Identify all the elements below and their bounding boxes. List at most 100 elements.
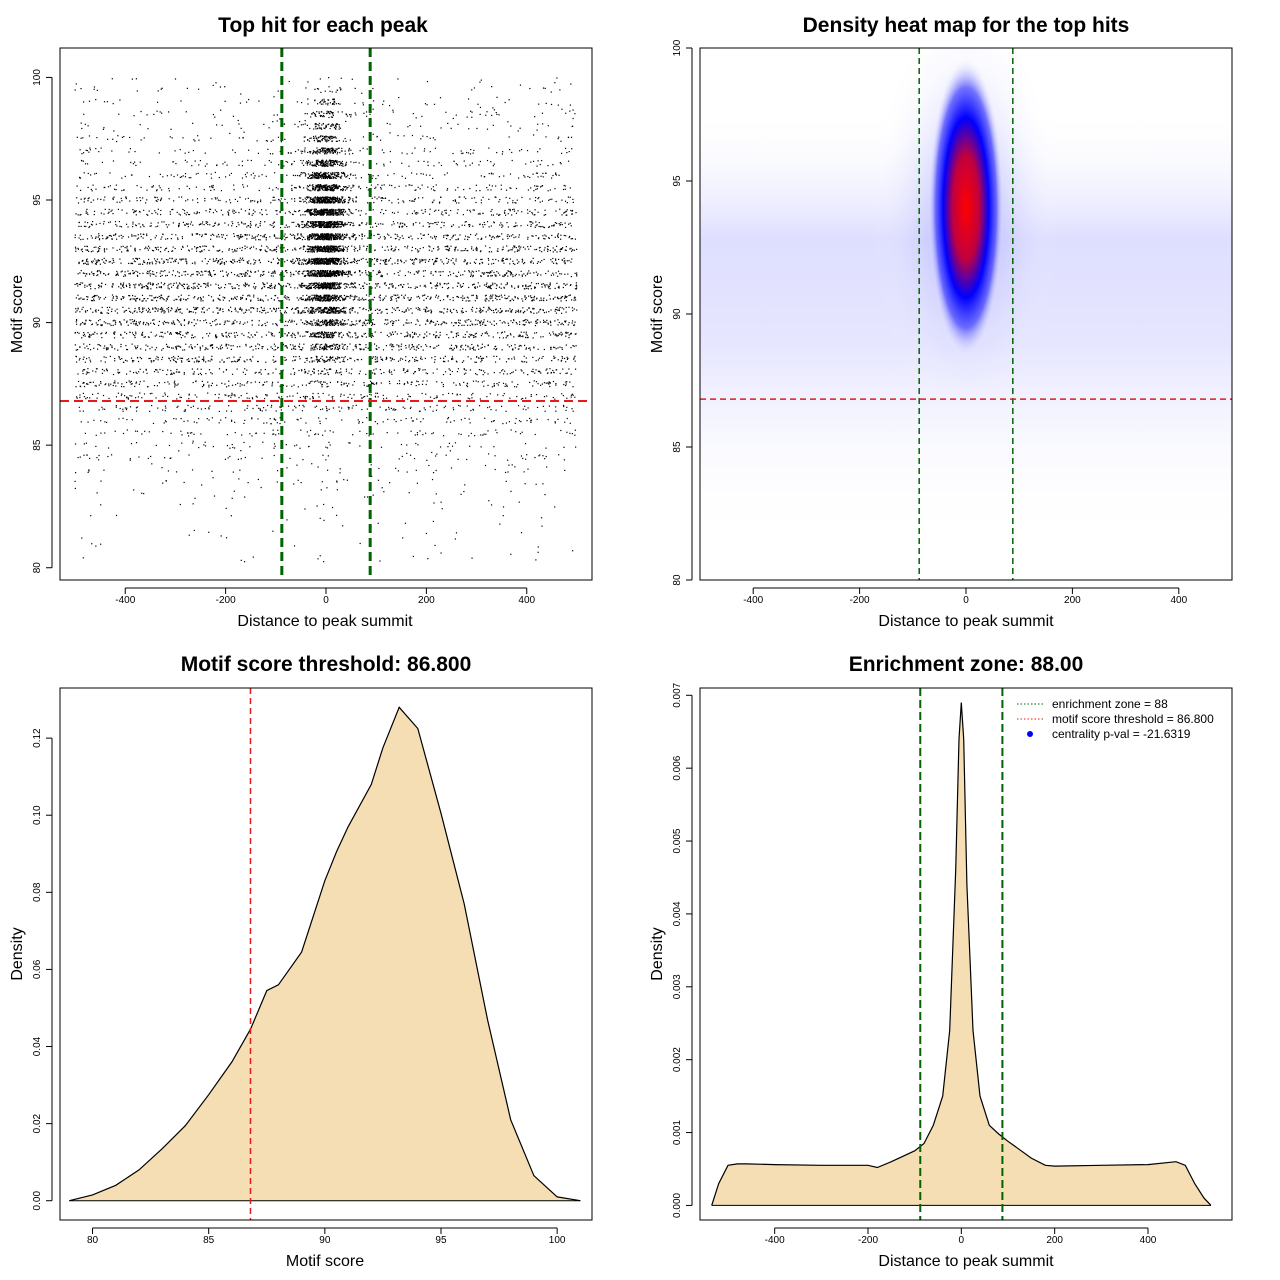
scatter-point	[341, 319, 344, 321]
scatter-point	[156, 356, 158, 358]
scatter-point	[515, 311, 517, 314]
scatter-point	[550, 91, 552, 93]
scatter-point	[336, 481, 338, 483]
scatter-point	[545, 235, 547, 237]
scatter-point	[182, 334, 184, 337]
scatter-point	[451, 356, 454, 358]
scatter-point	[203, 383, 205, 386]
scatter-point	[304, 238, 306, 241]
scatter-point	[515, 321, 517, 324]
scatter-point	[118, 356, 120, 358]
scatter-point	[109, 221, 112, 223]
scatter-point	[117, 274, 119, 276]
scatter-point	[537, 282, 539, 285]
scatter-point	[78, 406, 80, 408]
scatter-point	[211, 359, 213, 361]
scatter-point	[194, 282, 196, 284]
scatter-point	[176, 211, 178, 213]
scatter-point	[100, 432, 102, 434]
scatter-point	[304, 172, 306, 174]
scatter-point	[549, 381, 551, 384]
scatter-point	[180, 396, 182, 399]
scatter-point	[87, 471, 89, 473]
scatter-point	[557, 233, 560, 235]
scatter-point	[352, 323, 355, 326]
scatter-point	[325, 459, 327, 461]
scatter-point	[556, 282, 558, 285]
scatter-point	[489, 308, 491, 310]
scatter-point	[568, 236, 570, 239]
scatter-point	[241, 236, 243, 238]
scatter-point	[571, 322, 573, 324]
scatter-point	[427, 161, 429, 163]
scatter-point	[293, 320, 295, 322]
scatter-point	[377, 283, 379, 285]
scatter-point	[362, 421, 364, 424]
scatter-point	[384, 263, 386, 265]
scatter-point	[341, 221, 343, 224]
scatter-point	[511, 381, 513, 383]
scatter-point	[172, 208, 174, 211]
scatter-point	[207, 360, 209, 362]
scatter-point	[367, 173, 370, 175]
scatter-point	[525, 409, 527, 411]
scatter-point	[195, 186, 197, 188]
scatter-point	[527, 336, 529, 338]
scatter-point	[560, 296, 563, 298]
scatter-point	[273, 418, 275, 420]
scatter-point	[396, 234, 398, 236]
scatter-point	[134, 249, 136, 251]
scatter-point	[539, 226, 542, 228]
scatter-point	[259, 371, 261, 373]
scatter-point	[507, 270, 509, 272]
scatter-point	[480, 308, 482, 311]
scatter-point	[116, 273, 118, 276]
scatter-point	[383, 165, 385, 167]
scatter-point	[563, 283, 565, 285]
scatter-point	[310, 275, 312, 277]
scatter-point	[81, 308, 83, 310]
scatter-point	[475, 258, 477, 261]
scatter-point	[370, 336, 373, 339]
scatter-point	[217, 233, 220, 236]
scatter-point	[157, 407, 159, 409]
scatter-point	[455, 163, 457, 165]
scatter-point	[446, 189, 448, 191]
scatter-point	[321, 384, 323, 386]
scatter-point	[414, 257, 417, 260]
scatter-point	[296, 297, 298, 299]
scatter-point	[408, 346, 410, 348]
scatter-point	[161, 349, 163, 351]
scatter-point	[350, 283, 352, 285]
scatter-point	[214, 197, 216, 199]
scatter-point	[419, 188, 421, 190]
scatter-point	[559, 273, 561, 275]
scatter-point	[513, 208, 515, 210]
scatter-point	[93, 298, 95, 300]
scatter-point	[452, 407, 454, 409]
scatter-point	[239, 323, 241, 325]
scatter-point	[85, 373, 87, 375]
scatter-point	[364, 496, 366, 498]
scatter-point	[339, 361, 341, 363]
scatter-point	[227, 212, 230, 214]
scatter-point	[430, 310, 433, 312]
scatter-point	[530, 161, 532, 163]
scatter-point	[155, 199, 157, 202]
scatter-point	[130, 383, 132, 385]
scatter-point	[375, 368, 377, 370]
scatter-point	[372, 356, 374, 358]
scatter-point	[126, 396, 128, 398]
scatter-point	[146, 263, 148, 265]
scatter-point	[184, 212, 186, 215]
scatter-point	[228, 357, 230, 359]
scatter-point	[78, 237, 80, 239]
scatter-point	[120, 282, 122, 284]
scatter-point	[247, 270, 249, 272]
scatter-point	[529, 381, 531, 384]
scatter-point	[203, 249, 205, 251]
scatter-point	[85, 398, 87, 400]
scatter-point	[261, 309, 264, 311]
scatter-point	[222, 299, 224, 301]
scatter-point	[250, 334, 252, 336]
